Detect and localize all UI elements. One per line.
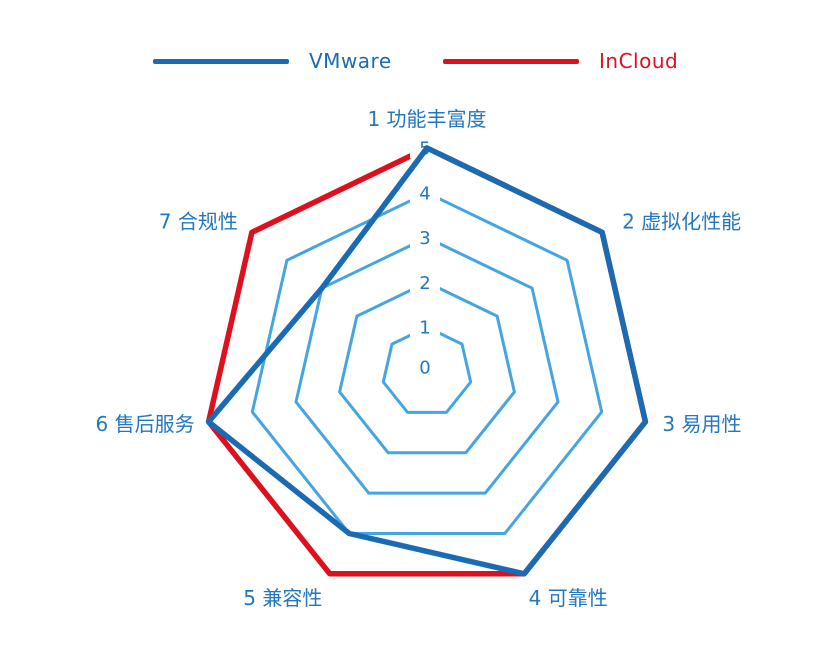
tick-gap-1 [410, 316, 440, 338]
grid-ring-4 [250, 191, 604, 535]
tick-label-2: 2 [419, 273, 430, 294]
axis-label-2: 2 虚拟化性能 [622, 209, 741, 233]
grid-ring-2 [338, 280, 516, 455]
legend-item-incloud[interactable]: InCloud [443, 49, 679, 73]
tick-label-4: 4 [419, 183, 430, 204]
axis-label-6: 6 售后服务 [96, 412, 195, 436]
axis-label-1: 1 功能丰富度 [367, 107, 486, 131]
tick-gap-4 [410, 182, 440, 204]
axis-label-4: 4 可靠性 [529, 586, 608, 610]
series-polygon-vmware[interactable] [205, 145, 649, 577]
legend-line-swatch-vmware [153, 58, 289, 64]
legend-item-vmware[interactable]: VMware [153, 49, 392, 73]
grid-ring-3 [294, 236, 560, 495]
tick-gap-3 [410, 227, 440, 249]
legend-label-incloud: InCloud [599, 49, 679, 73]
legend-label-vmware: VMware [309, 49, 392, 73]
tick-gap-2 [410, 271, 440, 293]
tick-label-1: 1 [419, 318, 430, 339]
grid-ring-1 [381, 325, 473, 414]
tick-label-3: 3 [419, 228, 430, 249]
axis-label-3: 3 易用性 [662, 412, 741, 436]
axis-label-5: 5 兼容性 [243, 586, 322, 610]
tick-label-0: 0 [419, 358, 430, 379]
legend-line-swatch-incloud [443, 58, 579, 64]
axis-label-7: 7 合规性 [159, 209, 238, 233]
